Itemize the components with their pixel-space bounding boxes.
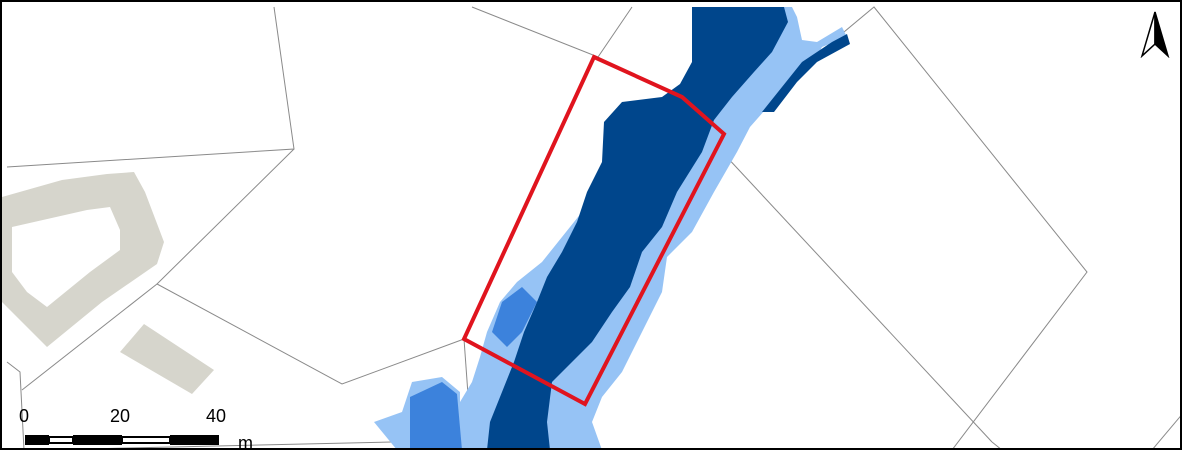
medium-water-area xyxy=(492,287,537,347)
scale-bar-segment xyxy=(170,435,219,445)
scale-unit: m xyxy=(238,433,253,450)
parcel-boundary xyxy=(156,148,465,385)
study-area-boundary[interactable] xyxy=(461,54,727,407)
parcel-boundary xyxy=(991,441,1001,448)
deep-water-area xyxy=(762,34,850,112)
parcel-boundary xyxy=(21,283,158,391)
scale-bar-segment xyxy=(73,435,122,445)
scale-bar-segment xyxy=(121,436,171,444)
building-layer xyxy=(2,172,214,394)
scale-tick-0: 0 xyxy=(19,406,30,426)
scale-bar-segment xyxy=(48,436,74,444)
scale-tick-40: 40 xyxy=(206,406,227,426)
building-footprint xyxy=(120,324,214,394)
parcel-boundary xyxy=(723,153,993,443)
parcel-boundary xyxy=(471,6,633,58)
medium-water-area xyxy=(410,382,462,448)
flood-depth-layer xyxy=(374,7,850,448)
parcel-boundary xyxy=(107,441,393,448)
north-arrow-icon xyxy=(1140,11,1170,58)
parcel-boundary xyxy=(6,361,25,448)
building-footprint xyxy=(2,172,164,347)
deep-water-area xyxy=(487,7,788,448)
scale-bar xyxy=(25,435,219,445)
scale-bar-segment xyxy=(25,435,49,445)
parcel-boundary xyxy=(1153,415,1180,448)
scale-tick-20: 20 xyxy=(110,406,131,426)
parcel-boundary xyxy=(6,6,295,168)
